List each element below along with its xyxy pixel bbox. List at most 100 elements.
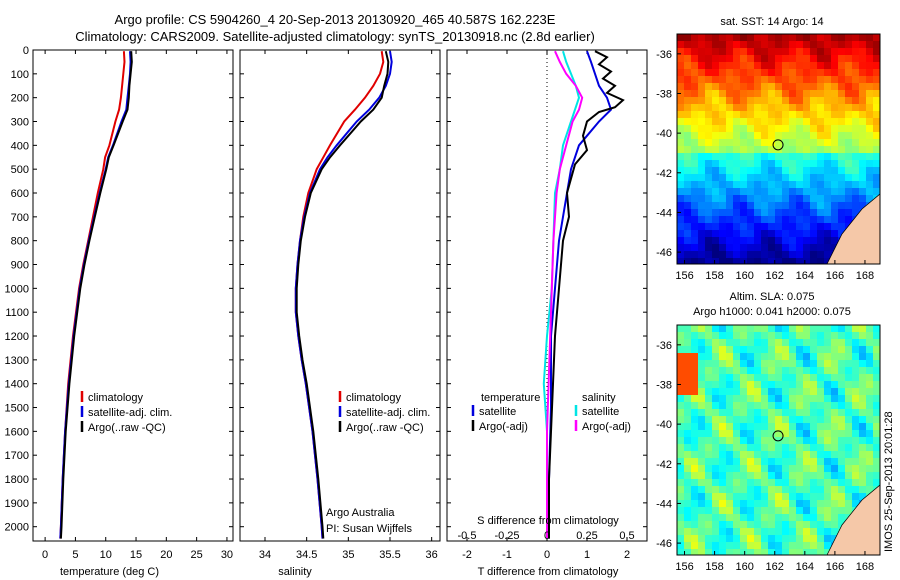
map-cell <box>705 332 713 340</box>
map-cell <box>768 416 776 424</box>
map-cell <box>726 97 734 105</box>
map-cell <box>824 325 832 333</box>
map-cell <box>845 360 853 368</box>
map-cell <box>712 535 720 543</box>
map-cell <box>740 395 748 403</box>
map-cell <box>677 339 685 347</box>
map-cell <box>705 230 713 238</box>
map-cell <box>684 423 692 431</box>
map-cell <box>796 132 804 140</box>
x-tick-label: 35.5 <box>379 549 400 561</box>
map-cell <box>677 104 685 112</box>
sst-map: 156 158 160 162 164 166 168-36-38-40-42-44-46 <box>656 33 881 282</box>
map-cell <box>754 542 762 550</box>
map-cell <box>810 535 818 543</box>
map-cell <box>768 216 776 224</box>
s-tick-label: 0.25 <box>576 530 597 542</box>
map-cell <box>747 223 755 231</box>
map-cell <box>845 195 853 203</box>
map-cell <box>761 69 769 77</box>
map-cell <box>775 388 783 396</box>
map-cell <box>705 104 713 112</box>
map-cell <box>747 409 755 417</box>
salinity-xlabel: salinity <box>278 566 312 578</box>
map-cell <box>754 493 762 501</box>
map-cell <box>775 423 783 431</box>
map-cell <box>782 125 790 133</box>
map-cell <box>824 500 832 508</box>
map-cell <box>740 521 748 529</box>
map-cell <box>845 465 853 473</box>
map-cell <box>859 346 867 354</box>
map-cell <box>698 542 706 550</box>
map-cell <box>698 62 706 70</box>
map-cell <box>677 325 685 333</box>
map-cell <box>698 251 706 259</box>
map-cell <box>768 146 776 154</box>
map-cell <box>866 409 874 417</box>
map-cell <box>747 111 755 119</box>
map-cell <box>677 69 685 77</box>
map-cell <box>740 48 748 56</box>
map-cell <box>803 381 811 389</box>
map-cell <box>712 486 720 494</box>
map-cell <box>684 41 692 49</box>
map-cell <box>796 325 804 333</box>
map-cell <box>810 174 818 182</box>
map-cell <box>852 388 860 396</box>
map-cell <box>705 423 713 431</box>
map-cell <box>712 514 720 522</box>
map-cell <box>698 223 706 231</box>
y-tick-label: 900 <box>11 260 29 272</box>
map-cell <box>817 153 825 161</box>
map-cell <box>747 395 755 403</box>
map-cell <box>831 118 839 126</box>
map-cell <box>810 104 818 112</box>
y-tick-label: 1600 <box>5 426 29 438</box>
map-cell <box>733 195 741 203</box>
map-cell <box>866 437 874 445</box>
map-cell <box>768 507 776 515</box>
map-cell <box>782 325 790 333</box>
map-cell <box>796 360 804 368</box>
map-cell <box>873 188 880 196</box>
map-cell <box>824 125 832 133</box>
map-cell <box>740 111 748 119</box>
map-cell <box>782 83 790 91</box>
map-cell <box>824 451 832 459</box>
map-cell <box>873 381 880 389</box>
map-cell <box>677 41 685 49</box>
map-cell <box>698 216 706 224</box>
map-cell <box>726 195 734 203</box>
map-cell <box>817 388 825 396</box>
map-cell <box>817 521 825 529</box>
map-cell <box>761 451 769 459</box>
map-cell <box>726 237 734 245</box>
map-cell <box>754 230 762 238</box>
map-cell <box>859 332 867 340</box>
map-cell <box>698 388 706 396</box>
map-cell <box>873 339 880 347</box>
map-cell <box>845 174 853 182</box>
map-cell <box>845 409 853 417</box>
map-cell <box>768 90 776 98</box>
map-cell <box>733 216 741 224</box>
map-cell <box>775 125 783 133</box>
map-cell <box>740 465 748 473</box>
map-cell <box>866 381 874 389</box>
map-cell <box>859 160 867 168</box>
map-cell <box>789 542 797 550</box>
map-cell <box>866 332 874 340</box>
map-cell <box>796 381 804 389</box>
map-cell <box>775 346 783 354</box>
map-cell <box>768 549 776 555</box>
map-cell <box>719 381 727 389</box>
map-cell <box>789 409 797 417</box>
map-cell <box>838 139 846 147</box>
map-cell <box>817 41 825 49</box>
map-cell <box>712 251 720 259</box>
map-cell <box>782 97 790 105</box>
map-cell <box>754 339 762 347</box>
map-cell <box>782 339 790 347</box>
map-cell <box>754 55 762 63</box>
